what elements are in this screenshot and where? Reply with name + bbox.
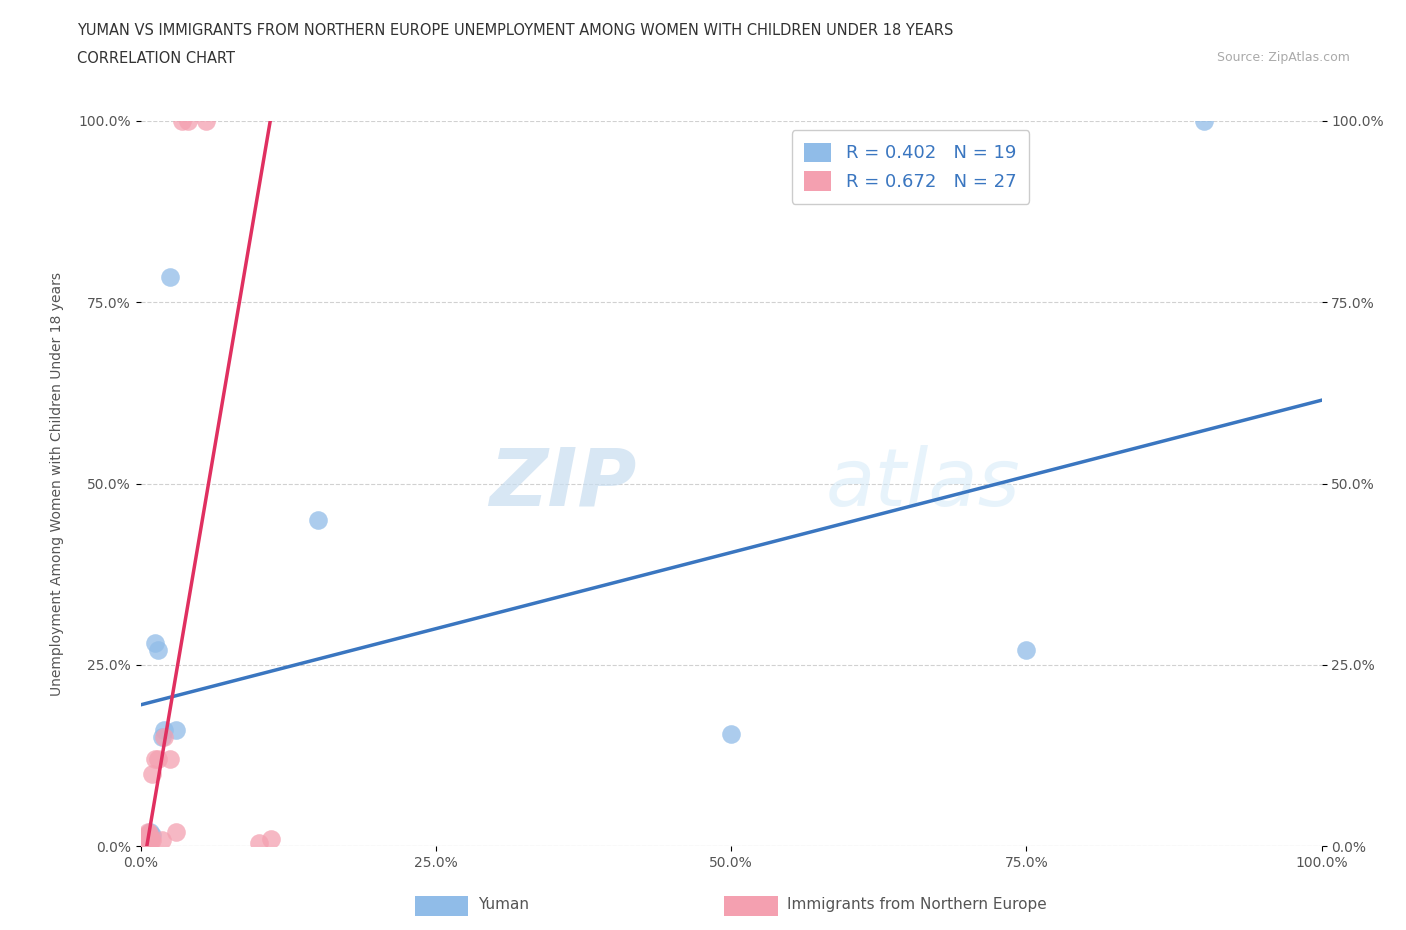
Point xyxy=(132,837,155,852)
Point xyxy=(153,723,176,737)
Point xyxy=(134,837,156,852)
Point xyxy=(1192,113,1215,128)
Point xyxy=(134,831,156,846)
Point xyxy=(247,835,270,850)
Point xyxy=(307,512,329,527)
Point xyxy=(132,833,155,848)
Point xyxy=(134,835,156,850)
Point xyxy=(1015,643,1038,658)
Point xyxy=(150,730,173,745)
Point xyxy=(139,835,162,850)
Point xyxy=(132,837,155,852)
Point xyxy=(150,833,173,848)
Point xyxy=(136,824,159,839)
Point xyxy=(141,766,163,781)
Point xyxy=(153,730,176,745)
Point xyxy=(177,113,200,128)
Point xyxy=(134,830,156,845)
Point xyxy=(136,828,159,843)
Point xyxy=(136,835,159,850)
Point xyxy=(141,828,163,843)
Point xyxy=(138,831,160,846)
Point xyxy=(141,833,163,848)
Point xyxy=(259,831,281,846)
Y-axis label: Unemployment Among Women with Children Under 18 years: Unemployment Among Women with Children U… xyxy=(51,272,65,696)
Text: Yuman: Yuman xyxy=(478,897,529,912)
Point xyxy=(165,824,187,839)
Point xyxy=(138,833,160,848)
Legend: R = 0.402   N = 19, R = 0.672   N = 27: R = 0.402 N = 19, R = 0.672 N = 27 xyxy=(792,130,1029,204)
Text: Source: ZipAtlas.com: Source: ZipAtlas.com xyxy=(1216,51,1350,64)
Point xyxy=(143,636,166,651)
Text: ZIP: ZIP xyxy=(489,445,637,523)
Point xyxy=(194,113,217,128)
Text: Immigrants from Northern Europe: Immigrants from Northern Europe xyxy=(787,897,1047,912)
Point xyxy=(135,833,157,848)
Point xyxy=(148,643,170,658)
Text: atlas: atlas xyxy=(825,445,1021,523)
Point xyxy=(141,831,163,846)
Point xyxy=(148,751,170,766)
Point xyxy=(165,723,187,737)
Point xyxy=(138,826,160,841)
Point xyxy=(136,837,159,852)
Point xyxy=(159,270,181,285)
Text: CORRELATION CHART: CORRELATION CHART xyxy=(77,51,235,66)
Point xyxy=(134,837,156,852)
Point xyxy=(135,835,157,850)
Point xyxy=(139,824,162,839)
Point xyxy=(170,113,193,128)
Point xyxy=(134,835,156,850)
Point xyxy=(159,751,181,766)
Point xyxy=(720,726,742,741)
Text: YUMAN VS IMMIGRANTS FROM NORTHERN EUROPE UNEMPLOYMENT AMONG WOMEN WITH CHILDREN : YUMAN VS IMMIGRANTS FROM NORTHERN EUROPE… xyxy=(77,23,953,38)
Point xyxy=(135,828,157,843)
Point xyxy=(143,751,166,766)
